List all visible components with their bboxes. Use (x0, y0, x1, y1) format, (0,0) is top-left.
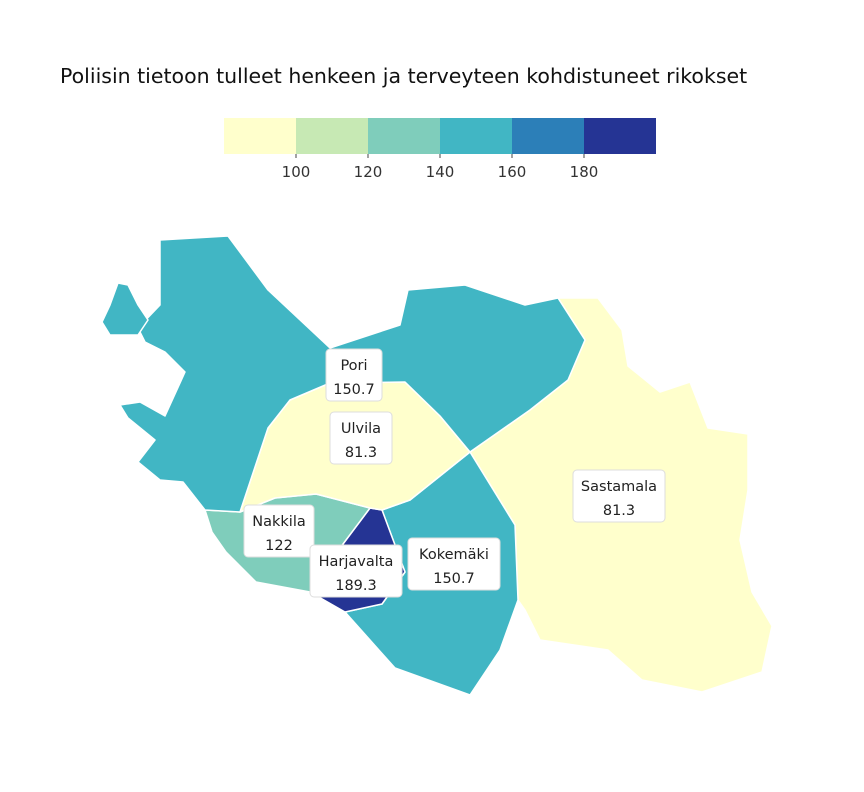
region-value: 81.3 (603, 503, 635, 519)
region-name: Nakkila (252, 514, 305, 530)
label-ulvila: Ulvila 81.3 (329, 411, 393, 465)
legend-swatch-6 (584, 118, 656, 154)
label-box (243, 504, 315, 558)
legend-swatch-4 (440, 118, 512, 154)
label-box (329, 411, 393, 465)
map-regions (101, 235, 773, 696)
legend-tick-label: 180 (570, 163, 599, 181)
region-value: 150.7 (333, 382, 375, 398)
legend-tick-label: 160 (498, 163, 527, 181)
legend-swatch-2 (296, 118, 368, 154)
region-value: 81.3 (345, 445, 377, 461)
region-name: Kokemäki (419, 547, 489, 563)
region-value: 150.7 (433, 571, 475, 587)
legend-swatch-1 (224, 118, 296, 154)
map-title: Poliisin tietoon tulleet henkeen ja terv… (60, 64, 747, 88)
region-name: Pori (340, 358, 367, 374)
label-box (407, 537, 501, 591)
label-pori: Pori 150.7 (325, 348, 383, 402)
label-harjavalta: Harjavalta 189.3 (309, 544, 403, 598)
color-legend: 100 120 140 160 180 (224, 118, 656, 181)
legend-tick-label: 100 (282, 163, 311, 181)
label-box (572, 469, 666, 523)
region-pori-island[interactable] (101, 282, 149, 336)
legend-swatch-3 (368, 118, 440, 154)
region-value: 122 (265, 538, 293, 554)
legend-tick-label: 140 (426, 163, 455, 181)
region-value: 189.3 (335, 578, 377, 594)
label-sastamala: Sastamala 81.3 (572, 469, 666, 523)
label-box (309, 544, 403, 598)
legend-swatch-5 (512, 118, 584, 154)
region-name: Ulvila (341, 421, 381, 437)
region-labels: Pori 150.7 Ulvila 81.3 Sastamala 81.3 Na… (243, 348, 666, 598)
label-box (325, 348, 383, 402)
region-name: Harjavalta (319, 554, 394, 570)
legend-tick-label: 120 (354, 163, 383, 181)
label-kokemaki: Kokemäki 150.7 (407, 537, 501, 591)
label-nakkila: Nakkila 122 (243, 504, 315, 558)
region-name: Sastamala (581, 479, 657, 495)
